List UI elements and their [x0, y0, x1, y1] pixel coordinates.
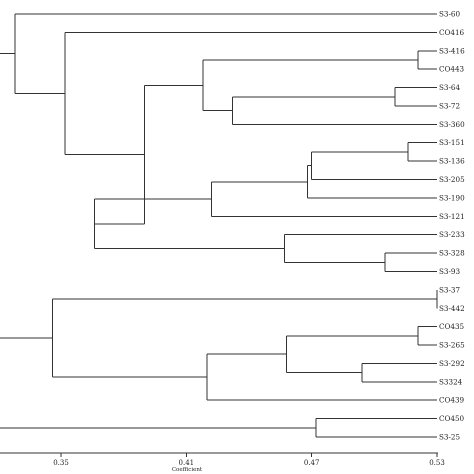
- leaf-label: CO443: [439, 65, 465, 74]
- leaf-label: CO416: [439, 28, 465, 37]
- leaf-label: S3-292: [439, 359, 465, 368]
- axis-title: Coefficient: [172, 467, 203, 473]
- leaf-label: S3-233: [439, 230, 465, 239]
- coefficient-axis: 0.35 0.41 0.47 0.53 Coefficient: [0, 452, 445, 473]
- leaf-label: S3-328: [439, 249, 465, 258]
- leaf-label: S3-136: [439, 157, 465, 166]
- leaf-label: S3-121: [439, 212, 465, 221]
- leaf-label: S3324: [439, 377, 463, 386]
- leaf-label: S3-60: [439, 10, 460, 19]
- leaf-label: S3-442: [439, 304, 465, 313]
- leaf-label: S3-25: [439, 433, 460, 442]
- leaf-label: CO435: [439, 322, 465, 331]
- axis-tick-label: 0.53: [429, 459, 445, 467]
- leaf-label: S3-93: [439, 267, 460, 276]
- leaf-label: S3-360: [439, 120, 465, 129]
- axis-tick-label: 0.35: [53, 459, 69, 467]
- axis-tick-label: 0.41: [179, 459, 195, 467]
- leaf-label: S3-72: [439, 101, 460, 110]
- axis-tick-label: 0.47: [304, 459, 320, 467]
- leaf-labels: S3-60 CO416 S3-416 CO443 S3-64 S3-72 S3-360 S3-…: [439, 10, 465, 442]
- leaf-label: S3-416: [439, 46, 465, 55]
- leaf-label: CO439: [439, 396, 465, 405]
- leaf-label: S3-37: [439, 285, 460, 294]
- leaf-label: S3-205: [439, 175, 465, 184]
- leaf-label: S3-64: [439, 83, 460, 92]
- dendrogram-branches: [0, 13, 438, 438]
- leaf-label: S3-190: [439, 193, 465, 202]
- leaf-label: CO450: [439, 414, 465, 423]
- leaf-label: S3-265: [439, 341, 465, 350]
- leaf-label: S3-151: [439, 138, 465, 147]
